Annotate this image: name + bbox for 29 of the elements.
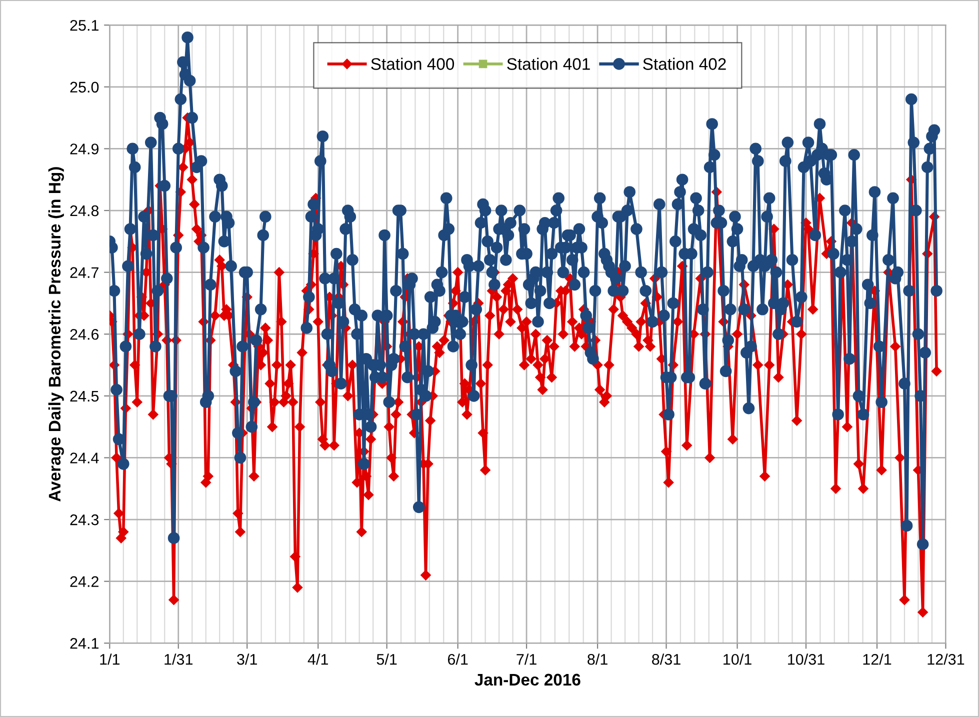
legend-label: Station 400 [371, 58, 454, 70]
y-tick-label: 25.1 [70, 20, 98, 31]
x-tick-label: 5/1 [376, 654, 397, 665]
x-tick-label: 7/1 [516, 654, 536, 665]
x-tick-label: 1/1 [100, 654, 120, 665]
x-tick-label: 3/1 [237, 654, 257, 665]
y-tick-label: 24.2 [70, 576, 98, 587]
x-axis-title: Jan-Dec 2016 [474, 674, 580, 686]
y-tick-label: 24.6 [70, 328, 99, 340]
y-tick-label: 24.4 [70, 452, 99, 464]
y-tick-label: 24.9 [70, 144, 99, 154]
y-tick-label: 24.8 [70, 205, 99, 216]
x-tick-label: 6/1 [448, 654, 468, 665]
x-tick-label: 10/1 [724, 654, 752, 665]
y-tick-label: 25.0 [70, 82, 99, 93]
y-tick-label: 24.3 [70, 514, 99, 526]
x-tick-label: 12/31 [928, 654, 964, 665]
x-tick-label: 4/1 [308, 654, 328, 665]
y-tick-label: 24.7 [70, 267, 98, 278]
x-tick-label: 12/1 [863, 654, 892, 665]
x-tick-label: 10/31 [788, 654, 824, 665]
legend-label: Station 401 [507, 58, 590, 70]
y-axis-title: Average Daily Barometric Pressure (in Hg) [48, 167, 64, 502]
y-tick-label: 24.5 [70, 390, 99, 402]
x-tick-label: 8/31 [652, 654, 680, 665]
y-tick-label: 24.1 [70, 638, 98, 649]
x-tick-label: 8/1 [588, 654, 608, 665]
legend-label: Station 402 [643, 58, 726, 70]
x-tick-label: 1/31 [164, 654, 192, 665]
